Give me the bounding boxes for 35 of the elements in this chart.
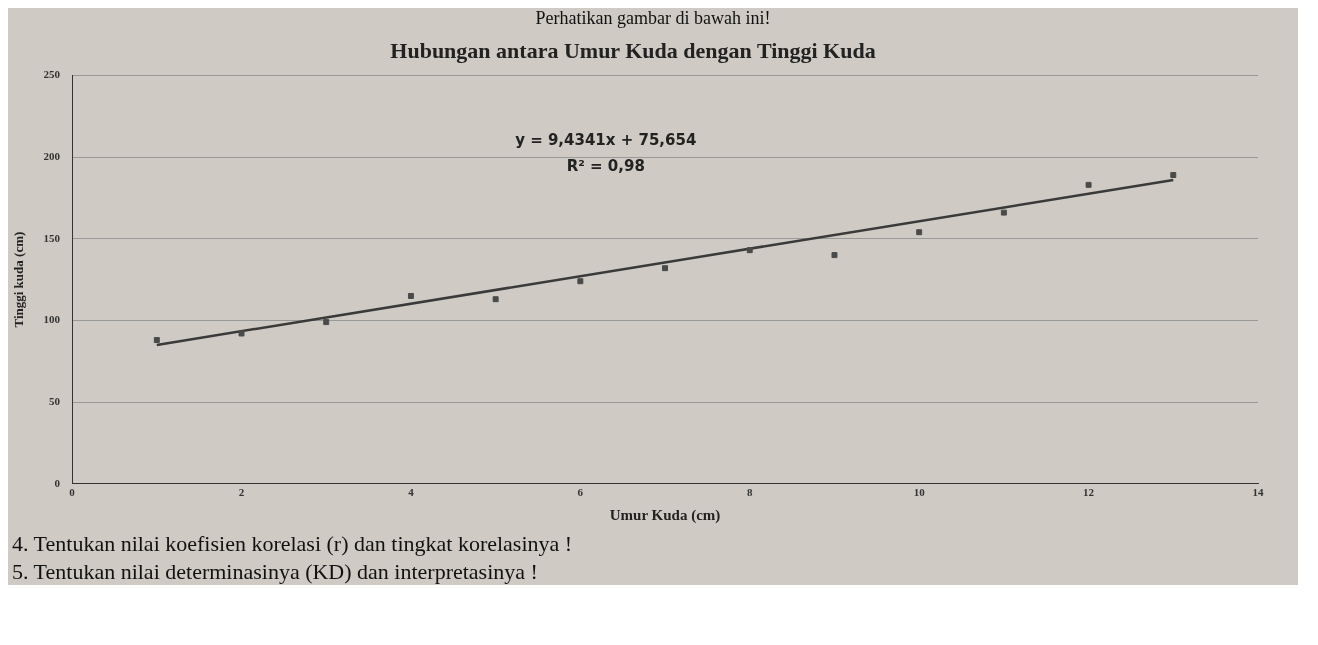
y-tick-label: 150 (43, 231, 61, 244)
point (1170, 172, 1177, 179)
chart-title: Hubungan antara Umur Kuda dengan Tinggi Kuda (390, 37, 876, 63)
x-tick-label: 4 (408, 486, 415, 499)
point (662, 265, 669, 272)
point (916, 229, 923, 236)
y-tick-label: 250 (43, 68, 61, 81)
annotation: R² = 0,98 (566, 157, 645, 176)
x-tick-label: 12 (1083, 486, 1095, 499)
point (577, 278, 584, 285)
point (238, 330, 245, 337)
x-tick-label: 2 (238, 486, 245, 499)
x-axis-title: Umur Kuda (cm) (609, 506, 721, 524)
point (1000, 209, 1007, 216)
x-tick-label: 10 (913, 486, 926, 499)
annotation: y = 9,4341x + 75,654 (515, 131, 697, 150)
point (831, 252, 838, 259)
text: Perhatikan gambar di bawah ini! (534, 8, 772, 29)
y-tick-label: 100 (43, 313, 61, 326)
y-tick-label: 200 (43, 149, 61, 162)
point (153, 337, 160, 344)
point (407, 292, 414, 299)
x-tick-label: 0 (69, 486, 76, 499)
point (1085, 181, 1092, 188)
text: 4. Tentukan nilai koefisien korelasi (r) dan tingkat korelasinya ! (12, 531, 574, 557)
y-tick-label: 50 (49, 394, 61, 407)
x-tick-label: 8 (747, 486, 754, 499)
point (323, 319, 330, 326)
x-tick-label: 14 (1252, 486, 1264, 499)
y-tick-label: 0 (54, 476, 61, 489)
point (492, 296, 499, 303)
y-axis-title: Tinggi kuda (cm) (11, 231, 27, 328)
point (746, 247, 753, 254)
x-tick-label: 6 (577, 486, 584, 499)
text: 5. Tentukan nilai determinasinya (KD) dan interpretasinya ! (12, 559, 539, 585)
